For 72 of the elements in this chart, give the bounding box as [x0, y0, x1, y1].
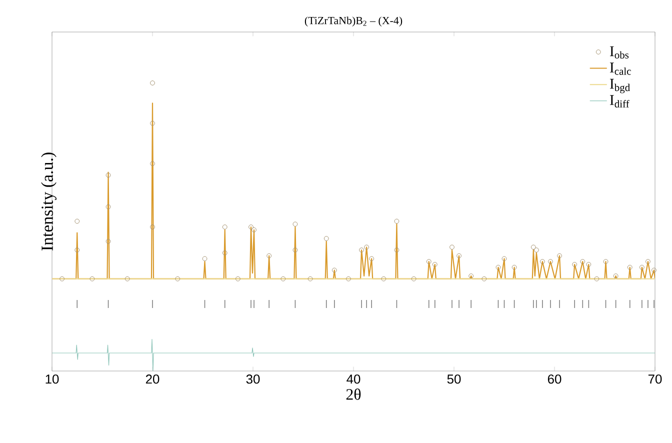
point — [280, 276, 286, 282]
x-tick-label: 30 — [246, 374, 260, 384]
point — [450, 244, 454, 250]
point — [150, 80, 155, 86]
point — [248, 224, 254, 230]
point — [106, 238, 111, 244]
x-tick-label: 40 — [346, 374, 360, 384]
point — [394, 218, 400, 224]
point — [502, 256, 507, 262]
point — [482, 276, 487, 282]
point — [456, 253, 462, 258]
point — [106, 204, 111, 210]
point — [652, 268, 656, 273]
point — [432, 262, 438, 267]
point — [580, 259, 586, 264]
point — [106, 172, 111, 178]
point — [512, 264, 517, 270]
point — [150, 224, 155, 230]
point — [381, 276, 386, 282]
point — [613, 274, 618, 278]
point — [60, 276, 64, 282]
point — [74, 218, 80, 224]
legend-label: I$_{calc}$ — [610, 62, 631, 75]
point — [530, 244, 536, 250]
point — [292, 248, 298, 252]
point — [202, 256, 208, 262]
x-tick-label: 10 — [46, 374, 59, 384]
point — [411, 276, 416, 282]
point — [124, 276, 130, 282]
point — [364, 244, 370, 250]
point — [369, 256, 374, 262]
x-axis-title: 2θ — [346, 388, 361, 400]
legend-label: I$_{obs}$ — [610, 46, 629, 59]
x-tick-label: 60 — [548, 374, 562, 384]
point — [292, 222, 298, 227]
point — [150, 161, 155, 166]
y-axis-title: Intensity (a.u.) — [41, 152, 56, 251]
point — [222, 250, 228, 256]
point — [646, 259, 650, 264]
point — [496, 264, 501, 270]
point — [586, 262, 592, 267]
point — [346, 276, 351, 282]
point — [359, 248, 364, 252]
point — [74, 248, 80, 252]
point — [468, 274, 474, 278]
point — [540, 259, 545, 264]
point — [175, 276, 180, 282]
point — [639, 264, 644, 270]
point — [266, 253, 272, 258]
legend-label: I$_{bgd}$ — [610, 78, 630, 94]
chart-title: (TiZrTaNb)B$_{2}$ – (X-4) — [304, 16, 402, 26]
point — [222, 224, 228, 230]
x-tick-label: 70 — [648, 374, 662, 384]
legend-label: I$_{diff}$ — [610, 95, 630, 108]
x-tick-label: 20 — [146, 374, 160, 384]
point — [426, 259, 432, 264]
point — [324, 236, 329, 241]
point — [150, 120, 155, 126]
point — [627, 264, 632, 270]
point — [594, 276, 600, 282]
point — [394, 248, 400, 252]
point — [548, 259, 553, 264]
point — [534, 248, 539, 252]
point — [308, 276, 313, 282]
point — [557, 253, 562, 258]
point — [332, 268, 337, 273]
point — [252, 227, 256, 232]
point — [603, 259, 608, 264]
x-tick-label: 50 — [447, 374, 461, 384]
point — [90, 276, 95, 282]
point — [572, 262, 578, 267]
point — [235, 276, 240, 282]
